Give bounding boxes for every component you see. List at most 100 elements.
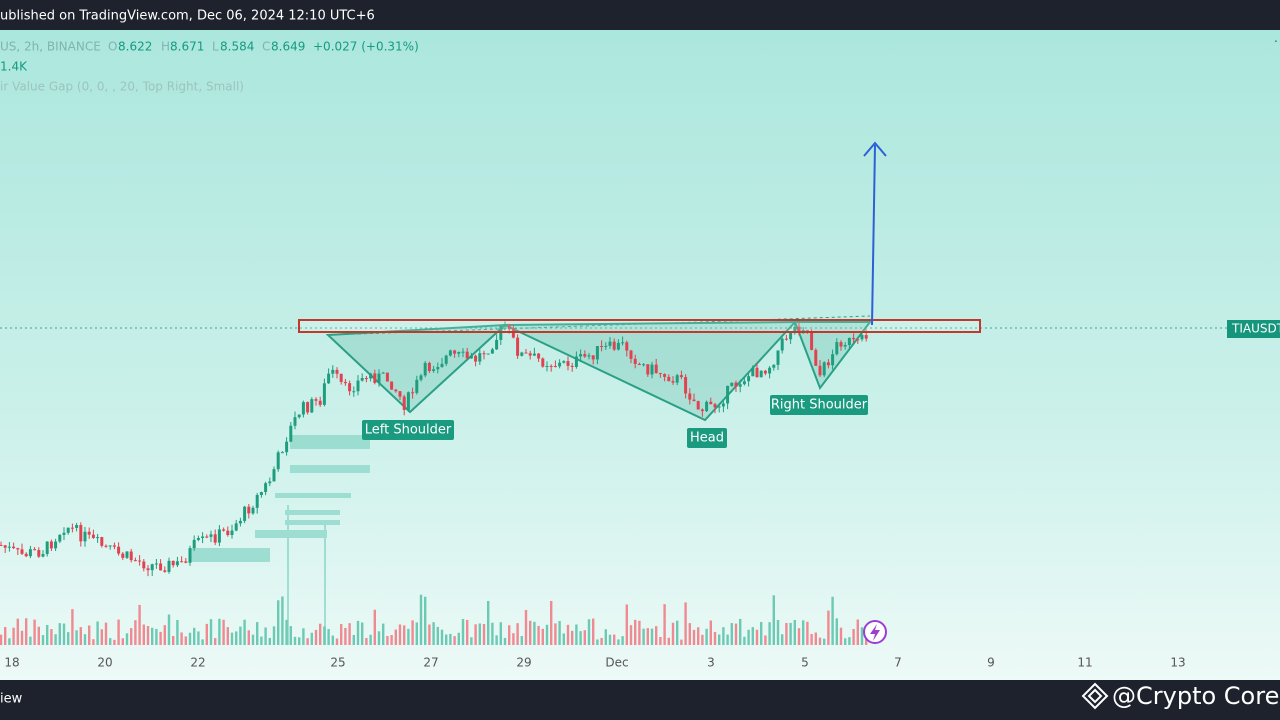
candle-body <box>406 392 410 410</box>
candle-body <box>684 377 688 394</box>
candle-body <box>83 531 87 542</box>
candle-body <box>503 324 507 327</box>
legend-value: 8.649 <box>271 40 305 54</box>
volume-bar <box>495 635 498 645</box>
volume-bar <box>743 636 746 645</box>
candle-body <box>516 337 520 356</box>
volume-bar <box>512 633 515 645</box>
candle-body <box>856 339 860 341</box>
volume-bar <box>243 619 246 645</box>
volume-bar <box>235 631 238 645</box>
candle-body <box>826 362 830 366</box>
candle-body <box>423 362 427 376</box>
volume-bar <box>310 632 313 645</box>
fvg-box <box>275 493 351 498</box>
volume-bar <box>688 623 691 645</box>
candle-body <box>62 532 66 535</box>
candle-body <box>621 342 625 344</box>
candle-body <box>608 341 612 346</box>
candle-body <box>532 353 536 356</box>
volume-bar <box>197 631 200 645</box>
candle-body <box>297 414 301 418</box>
candle-body <box>213 534 217 543</box>
volume-bar <box>562 633 565 645</box>
volume-bar <box>566 624 570 645</box>
candle-body <box>600 346 604 348</box>
legend-label: O <box>108 40 117 54</box>
volume-bar <box>760 621 763 645</box>
volume-bar <box>634 619 637 645</box>
candle-body <box>696 401 700 410</box>
volume-bar <box>398 624 402 645</box>
x-tick-label: 27 <box>423 656 438 670</box>
volume-bar <box>319 623 322 645</box>
volume-bar <box>167 614 171 645</box>
price-tag <box>1227 320 1280 338</box>
candle-body <box>264 483 268 493</box>
volume-bar <box>806 621 809 645</box>
volume-bar <box>16 618 19 645</box>
candle-body <box>675 375 679 383</box>
candle-body <box>331 369 335 374</box>
fvg-box <box>285 520 340 525</box>
candle-body <box>461 351 465 353</box>
x-tick-label: 11 <box>1077 656 1092 670</box>
volume-bar <box>503 637 507 645</box>
volume-bar <box>482 624 486 645</box>
candle-body <box>49 541 53 549</box>
volume-bar <box>222 619 225 645</box>
candle-body <box>373 373 377 383</box>
volume-bar <box>361 622 364 645</box>
volume-bar <box>75 630 78 645</box>
volume-bar <box>419 594 423 645</box>
volume-bar <box>499 622 502 645</box>
volume-bar <box>146 626 150 645</box>
candle-body <box>163 570 167 572</box>
volume-bar <box>100 629 103 645</box>
candle-body <box>41 554 45 557</box>
volume-bar <box>529 620 532 645</box>
head-shape <box>504 320 798 422</box>
volume-bar <box>104 622 108 645</box>
volume-bar <box>575 624 578 645</box>
candle-body <box>96 537 100 539</box>
volume-bar <box>692 629 696 645</box>
candle-body <box>217 529 221 543</box>
volume-bar <box>424 596 427 645</box>
volume-bar <box>537 625 540 645</box>
volume-bar <box>394 629 397 645</box>
candle-body <box>272 469 276 482</box>
candle-body <box>755 367 759 378</box>
candle-body <box>28 549 32 557</box>
volume-bar <box>579 631 582 645</box>
candle-body <box>469 355 473 359</box>
x-tick-label: 13 <box>1170 656 1185 670</box>
left-shoulder-label: Left Shoulder <box>365 423 452 438</box>
volume-bar <box>856 619 859 645</box>
volume-bar <box>650 628 654 645</box>
volume-bar <box>449 633 452 645</box>
candle-body <box>91 534 95 538</box>
volume-bar <box>390 635 393 645</box>
volume-bar <box>260 636 263 645</box>
candle-body <box>129 551 133 561</box>
candle-body <box>549 365 553 367</box>
volume-bar <box>218 618 221 645</box>
volume-bar <box>671 622 675 645</box>
candle-body <box>180 561 184 563</box>
volume-bar <box>125 633 129 645</box>
volume-bar <box>403 625 406 645</box>
candle-body <box>776 350 780 365</box>
legend-volume: 1.4K <box>0 60 28 74</box>
candle-body <box>591 355 595 360</box>
volume-bar <box>88 625 91 645</box>
candle-body <box>579 354 583 357</box>
candle-body <box>289 425 293 442</box>
volume-bar <box>608 634 612 645</box>
volume-bar <box>247 630 250 645</box>
candle-body <box>633 358 637 364</box>
volume-bar <box>810 634 813 645</box>
fvg-line <box>324 520 326 645</box>
volume-bar <box>256 622 259 645</box>
candle-body <box>831 354 835 366</box>
